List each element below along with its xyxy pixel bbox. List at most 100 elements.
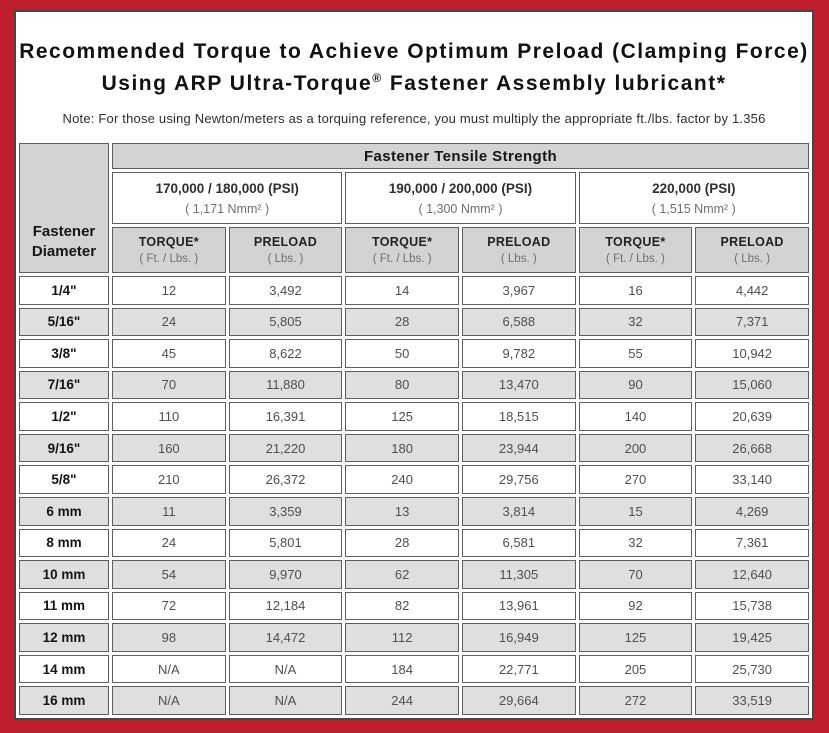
value-cell: 110: [112, 402, 226, 431]
row-label: 1/2": [19, 402, 109, 431]
value-cell: 98: [112, 623, 226, 652]
value-cell: 12,184: [228, 591, 343, 621]
value-cell: 3,492: [228, 276, 343, 305]
value-cell: 5,805: [228, 307, 343, 337]
title-line-1: Recommended Torque to Achieve Optimum Pr…: [19, 40, 809, 63]
value-cell: 24: [112, 307, 226, 337]
value-cell: 19,425: [695, 623, 809, 652]
value-cell: 45: [112, 339, 226, 368]
tensile-header-row: Fastener Diameter Fastener Tensile Stren…: [19, 143, 809, 273]
value-cell: 3,967: [461, 276, 576, 305]
value-cell: 20,639: [695, 402, 809, 431]
value-cell: N/A: [112, 654, 226, 684]
newton-meters-note: Note: For those using Newton/meters as a…: [62, 111, 766, 126]
table-row: 12 mm 98 14,472 112 16,949 125 19,425: [19, 623, 809, 652]
row-label: 14 mm: [19, 654, 109, 684]
psi-value: 190,000 / 200,000 (PSI): [388, 180, 533, 196]
table-row: 5/16" 24 5,805 28 6,588 32 7,371: [19, 307, 809, 337]
value-cell: 16: [578, 276, 693, 305]
table-row: 5/8" 210 26,372 240 29,756 270 33,140: [19, 465, 809, 494]
row-label: 8 mm: [19, 528, 109, 558]
value-cell: 92: [578, 591, 693, 621]
value-cell: 12,640: [695, 560, 809, 589]
value-cell: 200: [578, 433, 693, 463]
table-row: 7/16" 70 11,880 80 13,470 90 15,060: [19, 370, 809, 400]
table-row: 11 mm 72 12,184 82 13,961 92 15,738: [19, 591, 809, 621]
preload-header-2: PRELOAD ( Lbs. ): [461, 227, 576, 273]
torque-header-1: TORQUE* ( Ft. / Lbs. ): [112, 227, 226, 273]
value-cell: 29,664: [461, 686, 576, 715]
value-cell: 270: [578, 465, 693, 494]
table-row: 6 mm 11 3,359 13 3,814 15 4,269: [19, 496, 809, 526]
value-cell: 184: [345, 654, 459, 684]
title-line-2: Using ARP Ultra-Torque® Fastener Assembl…: [101, 70, 727, 95]
row-label: 10 mm: [19, 560, 109, 589]
row-label: 7/16": [19, 370, 109, 400]
value-cell: 9,970: [228, 560, 343, 589]
psi-header-row: 170,000 / 180,000 (PSI) ( 1,171 Nmm² ) 1…: [19, 172, 809, 224]
value-cell: 4,269: [695, 496, 809, 526]
value-cell: 3,814: [461, 496, 576, 526]
row-label: 3/8": [19, 339, 109, 368]
diameter-column-header: Fastener Diameter: [19, 143, 109, 273]
row-label: 5/8": [19, 465, 109, 494]
table-body: Fastener Diameter Fastener Tensile Stren…: [19, 143, 809, 715]
value-cell: 32: [578, 307, 693, 337]
value-cell: 70: [112, 370, 226, 400]
nmm-value: ( 1,300 Nmm² ): [418, 201, 503, 216]
value-cell: 80: [345, 370, 459, 400]
value-cell: 244: [345, 686, 459, 715]
value-cell: 13,470: [461, 370, 576, 400]
value-cell: 8,622: [228, 339, 343, 368]
torque-table: Fastener Diameter Fastener Tensile Stren…: [16, 140, 812, 718]
value-cell: 6,588: [461, 307, 576, 337]
value-cell: 125: [578, 623, 693, 652]
value-cell: 28: [345, 307, 459, 337]
table-row: 1/4" 12 3,492 14 3,967 16 4,442: [19, 276, 809, 305]
row-label: 9/16": [19, 433, 109, 463]
value-cell: 16,391: [228, 402, 343, 431]
value-cell: 11,305: [461, 560, 576, 589]
value-cell: N/A: [228, 654, 343, 684]
preload-header-1: PRELOAD ( Lbs. ): [228, 227, 343, 273]
psi-value: 220,000 (PSI): [652, 180, 736, 196]
value-cell: 125: [345, 402, 459, 431]
value-cell: 180: [345, 433, 459, 463]
table-row: 9/16" 160 21,220 180 23,944 200 26,668: [19, 433, 809, 463]
nmm-value: ( 1,171 Nmm² ): [185, 201, 270, 216]
tensile-strength-header: Fastener Tensile Strength: [112, 143, 809, 169]
value-cell: N/A: [228, 686, 343, 715]
page-title: Recommended Torque to Achieve Optimum Pr…: [16, 36, 812, 99]
table-row: 8 mm 24 5,801 28 6,581 32 7,361: [19, 528, 809, 558]
value-cell: 90: [578, 370, 693, 400]
torque-header-3: TORQUE* ( Ft. / Lbs. ): [578, 227, 693, 273]
value-cell: 10,942: [695, 339, 809, 368]
value-cell: 26,372: [228, 465, 343, 494]
psi-group-1: 170,000 / 180,000 (PSI) ( 1,171 Nmm² ): [112, 172, 343, 224]
content-panel: Recommended Torque to Achieve Optimum Pr…: [14, 10, 814, 720]
value-cell: N/A: [112, 686, 226, 715]
value-cell: 62: [345, 560, 459, 589]
value-cell: 21,220: [228, 433, 343, 463]
value-cell: 205: [578, 654, 693, 684]
value-cell: 7,361: [695, 528, 809, 558]
row-label: 6 mm: [19, 496, 109, 526]
value-cell: 14,472: [228, 623, 343, 652]
value-cell: 55: [578, 339, 693, 368]
value-cell: 12: [112, 276, 226, 305]
value-cell: 11,880: [228, 370, 343, 400]
row-label: 5/16": [19, 307, 109, 337]
value-cell: 15: [578, 496, 693, 526]
torque-preload-header-row: TORQUE* ( Ft. / Lbs. ) PRELOAD ( Lbs. ) …: [19, 227, 809, 273]
row-label: 16 mm: [19, 686, 109, 715]
value-cell: 22,771: [461, 654, 576, 684]
value-cell: 15,060: [695, 370, 809, 400]
value-cell: 11: [112, 496, 226, 526]
table-row: 1/2" 110 16,391 125 18,515 140 20,639: [19, 402, 809, 431]
registered-trademark-symbol: ®: [372, 70, 383, 85]
value-cell: 160: [112, 433, 226, 463]
nmm-value: ( 1,515 Nmm² ): [651, 201, 736, 216]
value-cell: 18,515: [461, 402, 576, 431]
row-label: 1/4": [19, 276, 109, 305]
